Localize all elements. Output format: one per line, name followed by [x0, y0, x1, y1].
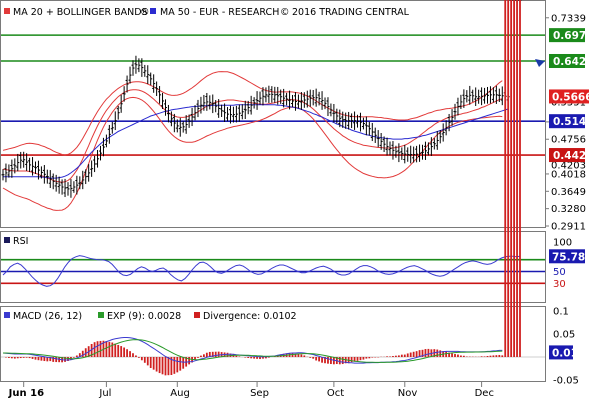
rsi-legend-swatch: [4, 237, 10, 243]
macd-axis-label: 0.05: [553, 330, 575, 341]
price-axis-label: 0.3649: [551, 187, 586, 198]
rsi-axis-label: 50: [553, 267, 566, 278]
signal-legend-swatch: [98, 312, 104, 318]
level-tag-label: 0.442: [553, 150, 586, 162]
level-tag-0.697: [549, 28, 585, 43]
divergence-legend-label: Divergence: 0.0102: [203, 311, 297, 322]
x-axis-label: Nov: [398, 388, 418, 399]
rsi-value-tag: [549, 249, 585, 264]
copyright-label: 2016 TRADING CENTRAL: [292, 7, 410, 18]
signal-line: [3, 339, 503, 363]
ma20-line: [2, 89, 503, 183]
last-price-tag: [549, 89, 589, 104]
price-axis-label: 0.7339: [551, 13, 586, 24]
ma50-legend-label: MA 50 - EUR - RESEARCH: [160, 7, 279, 18]
macd-value-label: 0.01: [552, 347, 578, 359]
rsi-axis-label: 30: [553, 279, 566, 290]
ma50-legend-swatch: [150, 8, 156, 14]
ma50-line: [3, 104, 509, 179]
divergence-legend-swatch: [194, 312, 200, 318]
x-axis-label: Dec: [475, 388, 494, 399]
price-axis-label: 0.4018: [551, 169, 586, 180]
price-series-layer: [1, 0, 545, 211]
x-axis-label: Jun 16: [8, 388, 44, 399]
rsi-series-layer: [1, 255, 545, 287]
macd-series-layer: [1, 0, 545, 376]
price-axis-label: 0.4756: [551, 135, 586, 146]
level-tag-label: 0.514: [553, 116, 586, 128]
projection-arrow-head: [535, 58, 545, 67]
ma20-legend-swatch: [4, 8, 10, 14]
macd-line: [2, 337, 503, 364]
last-price-label: 0.5666: [552, 91, 590, 103]
axis-labels-layer: 0.73390.32800.36490.40180.47560.51250.29…: [8, 13, 590, 399]
price-tag-underlay: 0.4203: [551, 161, 586, 172]
x-axis-label: Sep: [250, 388, 269, 399]
bollinger-upper-line: [2, 71, 503, 156]
rsi-panel-frame: [0, 231, 546, 303]
rsi-line: [2, 255, 521, 287]
price-axis-label: 0.3280: [551, 204, 586, 215]
macd-axis-label: 0.1: [553, 307, 569, 318]
copyright-mark: ©: [280, 7, 290, 18]
x-axis-label: Jul: [98, 388, 111, 399]
rsi-title: RSI: [13, 236, 28, 247]
rsi-value-label: 75.78: [552, 251, 585, 263]
signal-legend-label: EXP (9): 0.0028: [107, 311, 181, 322]
level-tag-0.514: [549, 114, 585, 129]
level-tag-label: 0.642: [553, 56, 586, 68]
macd-legend-label: MACD (26, 12): [13, 311, 82, 322]
rsi-axis-label: 100: [553, 238, 572, 249]
registered-mark: ®: [140, 7, 150, 18]
macd-value-tag: [549, 345, 573, 360]
level-tag-0.642: [549, 53, 585, 68]
x-axis-label: Aug: [170, 388, 190, 399]
macd-axis-label: -0.05: [553, 376, 579, 387]
ma20-legend-label: MA 20 + BOLLINGER BANDS: [13, 7, 148, 18]
x-axis-label: Oct: [327, 388, 344, 399]
price-axis-label: 0.2911: [551, 222, 586, 233]
level-tag-label: 0.697: [553, 30, 586, 42]
level-tag-0.442: [549, 148, 585, 163]
macd-legend-swatch: [4, 312, 10, 318]
